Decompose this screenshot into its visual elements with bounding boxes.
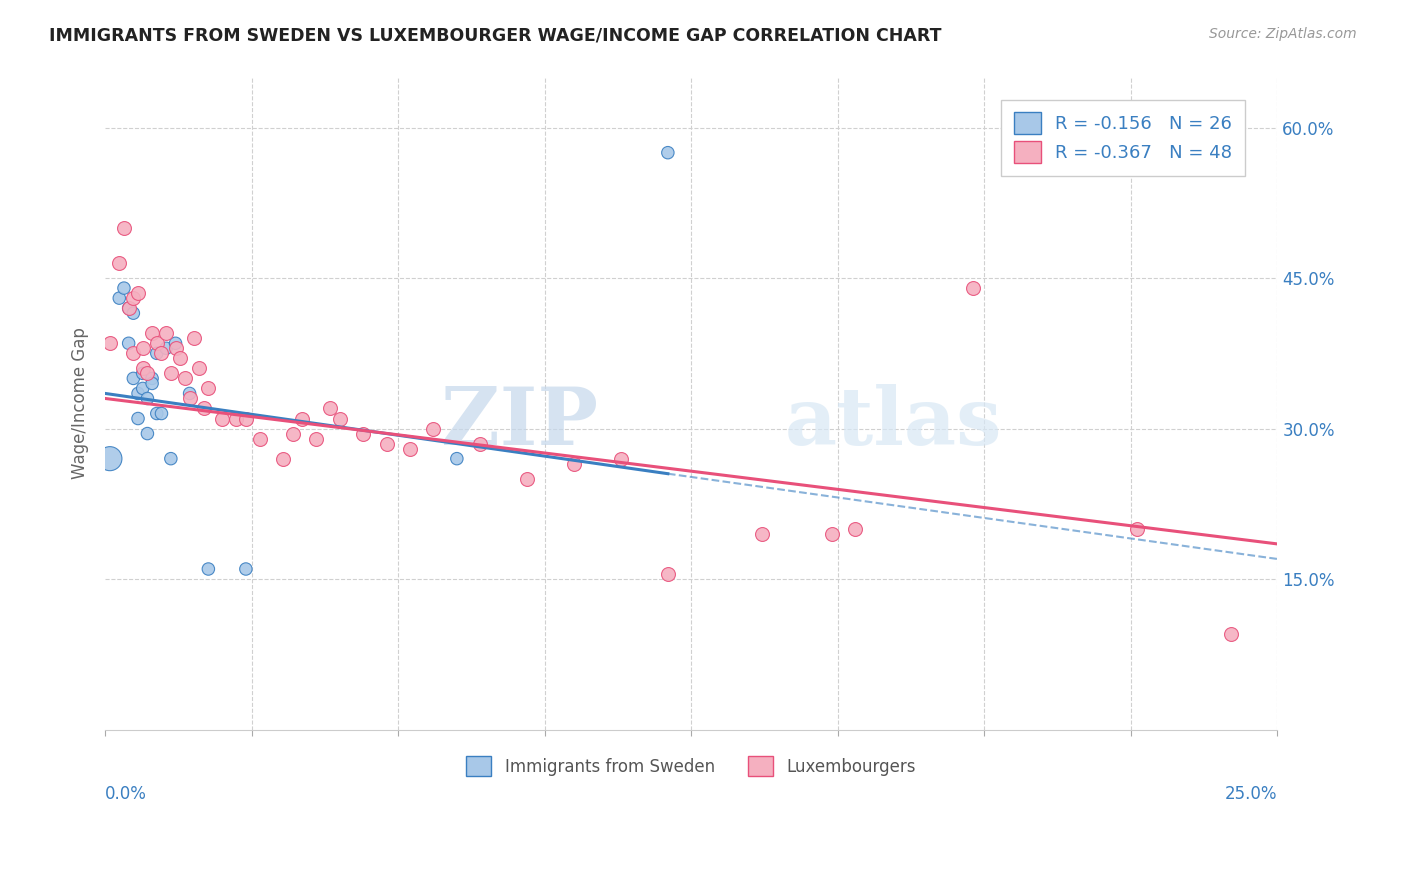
Point [136, 426, 159, 441]
Point [118, 301, 141, 315]
Point [122, 346, 145, 360]
Point [108, 256, 131, 270]
Point [146, 346, 169, 360]
Point [122, 371, 145, 385]
Point [844, 522, 866, 536]
Point [446, 451, 468, 466]
Point [821, 527, 844, 541]
Point [562, 457, 585, 471]
Point [160, 451, 183, 466]
Point [174, 371, 197, 385]
Point [155, 341, 177, 355]
Legend: Immigrants from Sweden, Luxembourgers: Immigrants from Sweden, Luxembourgers [457, 746, 927, 787]
Point [150, 407, 173, 421]
Point [141, 376, 163, 391]
Point [1219, 627, 1241, 641]
Point [98, 336, 121, 351]
Point [197, 562, 219, 576]
Point [179, 392, 201, 406]
Point [249, 432, 271, 446]
Point [962, 281, 984, 295]
Text: atlas: atlas [785, 384, 1002, 462]
Point [146, 336, 169, 351]
Point [375, 436, 398, 450]
Point [188, 361, 211, 376]
Point [225, 411, 247, 425]
Point [751, 527, 773, 541]
Point [150, 346, 173, 360]
Point [352, 426, 374, 441]
Point [132, 341, 155, 355]
Point [141, 326, 163, 341]
Text: 0.0%: 0.0% [105, 785, 148, 803]
Point [179, 386, 201, 401]
Point [610, 451, 633, 466]
Point [657, 145, 679, 160]
Point [160, 367, 183, 381]
Point [422, 421, 444, 435]
Point [329, 411, 352, 425]
Point [155, 326, 177, 341]
Text: ZIP: ZIP [440, 384, 598, 462]
Text: 25.0%: 25.0% [1225, 785, 1278, 803]
Point [197, 381, 219, 395]
Point [657, 567, 679, 582]
Point [291, 411, 314, 425]
Point [136, 367, 159, 381]
Point [273, 451, 295, 466]
Point [183, 331, 205, 345]
Point [470, 436, 492, 450]
Point [132, 361, 155, 376]
Point [112, 281, 135, 295]
Point [165, 336, 187, 351]
Point [132, 381, 155, 395]
Point [305, 432, 328, 446]
Point [127, 286, 149, 301]
Point [141, 371, 163, 385]
Point [1125, 522, 1147, 536]
Point [165, 341, 187, 355]
Point [136, 392, 159, 406]
Point [118, 301, 141, 315]
Point [281, 426, 304, 441]
Point [399, 442, 422, 456]
Point [132, 367, 155, 381]
Text: Source: ZipAtlas.com: Source: ZipAtlas.com [1209, 27, 1357, 41]
Point [127, 386, 149, 401]
Point [122, 306, 145, 320]
Point [118, 336, 141, 351]
Y-axis label: Wage/Income Gap: Wage/Income Gap [72, 327, 89, 479]
Point [319, 401, 342, 416]
Point [211, 411, 233, 425]
Point [235, 411, 257, 425]
Point [98, 451, 121, 466]
Point [235, 562, 257, 576]
Point [108, 291, 131, 305]
Point [127, 411, 149, 425]
Point [169, 351, 191, 366]
Point [146, 407, 169, 421]
Point [112, 221, 135, 235]
Point [122, 291, 145, 305]
Text: IMMIGRANTS FROM SWEDEN VS LUXEMBOURGER WAGE/INCOME GAP CORRELATION CHART: IMMIGRANTS FROM SWEDEN VS LUXEMBOURGER W… [49, 27, 942, 45]
Point [516, 472, 538, 486]
Point [193, 401, 215, 416]
